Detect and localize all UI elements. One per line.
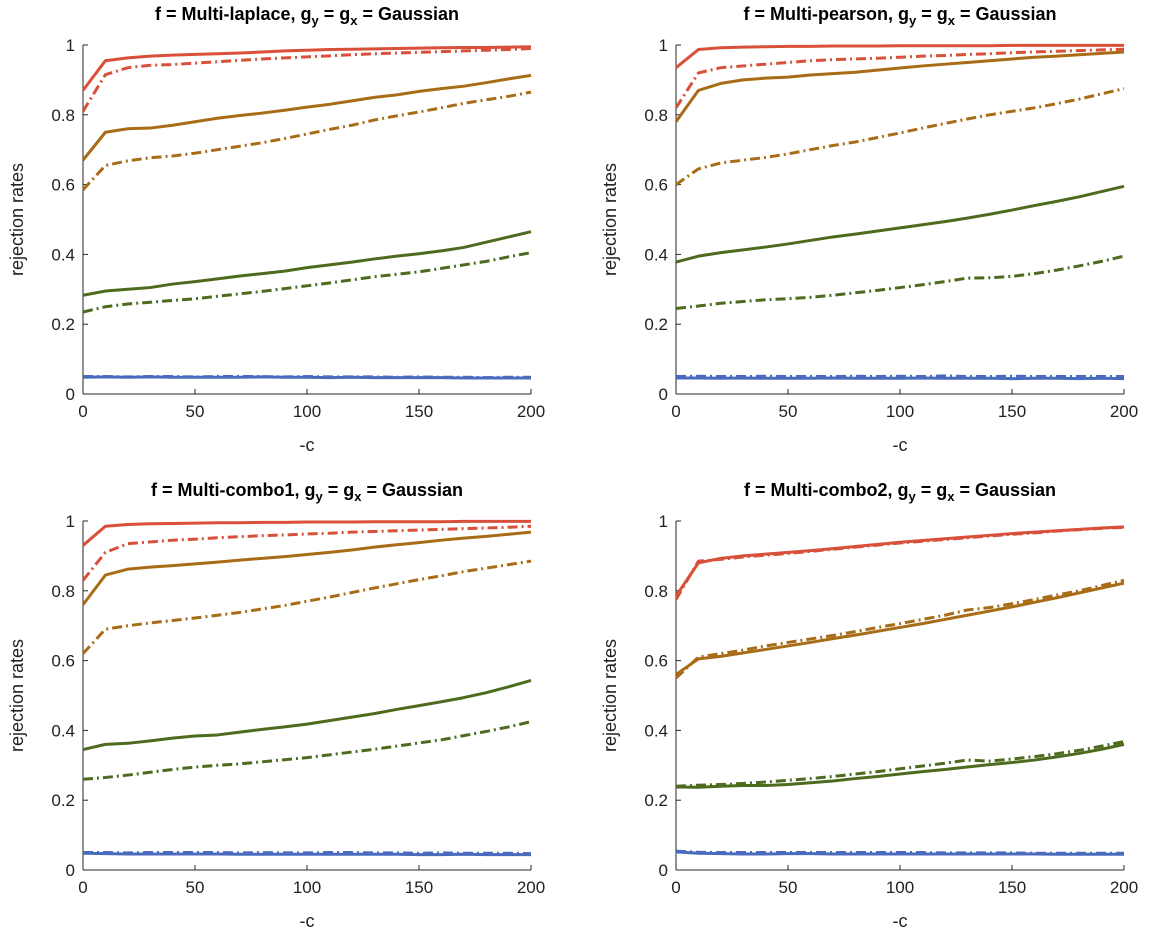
y-tick-label: 1 [659,512,668,531]
y-tick-label: 0.4 [51,721,75,740]
chart-panel-3: 0 50 100 150 200 0 0.2 0.4 0.6 0.8 1 -c rejection ra… [7,480,545,931]
y-tick-label: 1 [66,512,75,531]
y-tick-label: 0.8 [644,582,668,601]
y-tick-label: 0.6 [51,176,75,195]
y-tick-label: 1 [659,36,668,55]
series-line-red-dashdot [674,47,1125,109]
y-tick-label: 0 [659,861,668,880]
chart-panel-4: 0 50 100 150 200 0 0.2 0.4 0.6 0.8 1 -c rejection ra… [600,480,1138,931]
x-tick-label: 50 [779,878,798,897]
y-tick-label: 0.2 [644,315,668,334]
y-tick-label: 0 [66,861,75,880]
y-tick-label: 0.2 [51,315,75,334]
y-tick-label: 1 [66,36,75,55]
x-tick-label: 0 [78,878,87,897]
series-line-green-solid [675,184,1125,264]
x-axis-label: -c [300,435,315,455]
series-line-orange-solid [675,581,1125,676]
y-tick-label: 0.8 [644,106,668,125]
x-tick-label: 0 [671,878,680,897]
x-tick-label: 50 [186,402,205,421]
x-tick-label: 150 [998,402,1026,421]
x-axis-label: -c [300,911,315,931]
x-tick-label: 200 [517,878,545,897]
title-subscript: x [354,489,362,504]
x-tick-label: 100 [293,402,321,421]
series-line-blue-dashdot [675,849,1124,855]
chart-title: f = Multi-laplace, gy = gx = Gaussian [155,4,459,28]
x-tick-label: 50 [779,402,798,421]
series-line-orange-dashdot [81,90,532,191]
series-line-red-solid [674,525,1125,597]
y-tick-label: 0.8 [51,582,75,601]
series-line-red-solid [81,45,532,92]
title-subscript: x [350,13,358,28]
series-line-red-dashdot [674,525,1125,601]
x-tick-label: 100 [886,878,914,897]
y-tick-label: 0.4 [644,245,668,264]
y-tick-label: 0 [66,385,75,404]
series-line-red-dashdot [81,46,532,113]
y-tick-label: 0.4 [51,245,75,264]
x-tick-label: 200 [1110,878,1138,897]
title-subscript: x [948,13,956,28]
y-tick-label: 0.6 [51,652,75,671]
y-tick-label: 0.6 [644,652,668,671]
series-line-orange-dashdot [675,87,1125,186]
series-line-red-solid [82,519,531,547]
title-subscript: y [908,489,916,504]
x-tick-label: 50 [186,878,205,897]
x-tick-label: 150 [998,878,1026,897]
y-tick-label: 0.6 [644,176,668,195]
series-line-green-solid [82,230,532,297]
series-line-green-dashdot [82,720,532,781]
series-line-orange-dashdot [674,578,1125,680]
series-line-orange-solid [674,50,1125,123]
series-line-red-solid [675,43,1124,69]
x-tick-label: 0 [671,402,680,421]
title-subscript: y [311,13,319,28]
x-tick-label: 150 [405,878,433,897]
y-axis-label: rejection rates [7,639,27,752]
y-tick-label: 0 [659,385,668,404]
y-tick-label: 0.2 [644,791,668,810]
y-tick-label: 0.4 [644,721,668,740]
y-axis-label: rejection rates [600,163,620,276]
x-tick-label: 150 [405,402,433,421]
series-line-green-dashdot [675,254,1125,310]
x-tick-label: 200 [517,402,545,421]
series-line-green-solid [82,679,532,752]
x-axis-label: -c [893,911,908,931]
series-line-orange-solid [81,73,532,162]
title-subscript: y [909,13,917,28]
y-axis-label: rejection rates [7,163,27,276]
x-tick-label: 100 [293,878,321,897]
title-subscript: x [947,489,955,504]
series-line-green-solid [675,742,1125,789]
chart-title: f = Multi-combo1, gy = gx = Gaussian [151,480,463,504]
series-line-orange-solid [81,530,532,606]
y-tick-label: 0.2 [51,791,75,810]
series-line-blue-dashdot [83,375,531,380]
y-axis-label: rejection rates [600,639,620,752]
series-line-blue-solid [676,376,1125,381]
chart-panel-2: 0 50 100 150 200 0 0.2 0.4 0.6 0.8 1 -c rejection ra… [600,4,1138,455]
chart-panel-1: 0 50 100 150 200 0 0.2 0.4 0.6 0.8 1 -c rejection ra… [7,4,545,455]
chart-title: f = Multi-combo2, gy = gx = Gaussian [744,480,1056,504]
series-line-blue-dashdot [675,374,1124,379]
series-line-red-dashdot [81,524,532,582]
series-line-green-dashdot [675,740,1125,788]
title-subscript: y [315,489,323,504]
x-axis-label: -c [893,435,908,455]
series-line-orange-dashdot [81,559,532,655]
x-tick-label: 100 [886,402,914,421]
series-line-green-dashdot [82,251,532,314]
x-tick-label: 200 [1110,402,1138,421]
y-tick-label: 0.8 [51,106,75,125]
series-line-blue-dashdot [83,851,532,856]
chart-title: f = Multi-pearson, gy = gx = Gaussian [743,4,1056,28]
x-tick-label: 0 [78,402,87,421]
